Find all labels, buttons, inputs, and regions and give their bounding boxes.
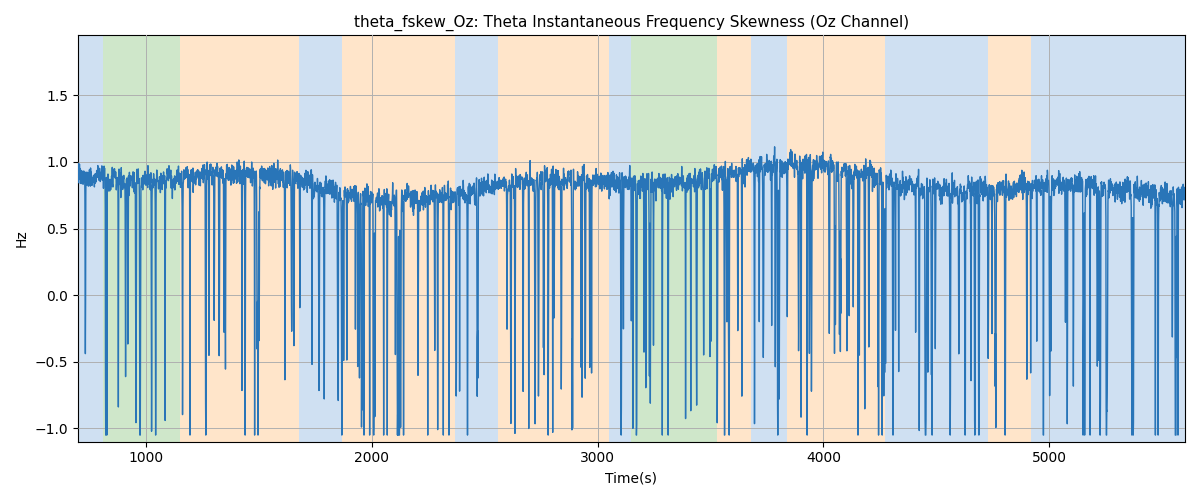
- Bar: [455, 36, 498, 442]
- Bar: [751, 36, 787, 442]
- Bar: [180, 36, 299, 442]
- Bar: [989, 36, 1031, 442]
- Bar: [78, 36, 103, 442]
- Title: theta_fskew_Oz: Theta Instantaneous Frequency Skewness (Oz Channel): theta_fskew_Oz: Theta Instantaneous Freq…: [354, 15, 910, 31]
- X-axis label: Time(s): Time(s): [606, 471, 658, 485]
- Bar: [299, 36, 342, 442]
- Bar: [1031, 36, 1186, 442]
- Bar: [498, 36, 608, 442]
- Y-axis label: Hz: Hz: [14, 230, 29, 248]
- Bar: [608, 36, 631, 442]
- Bar: [631, 36, 718, 442]
- Bar: [103, 36, 180, 442]
- Bar: [718, 36, 751, 442]
- Bar: [787, 36, 884, 442]
- Bar: [342, 36, 455, 442]
- Bar: [884, 36, 989, 442]
